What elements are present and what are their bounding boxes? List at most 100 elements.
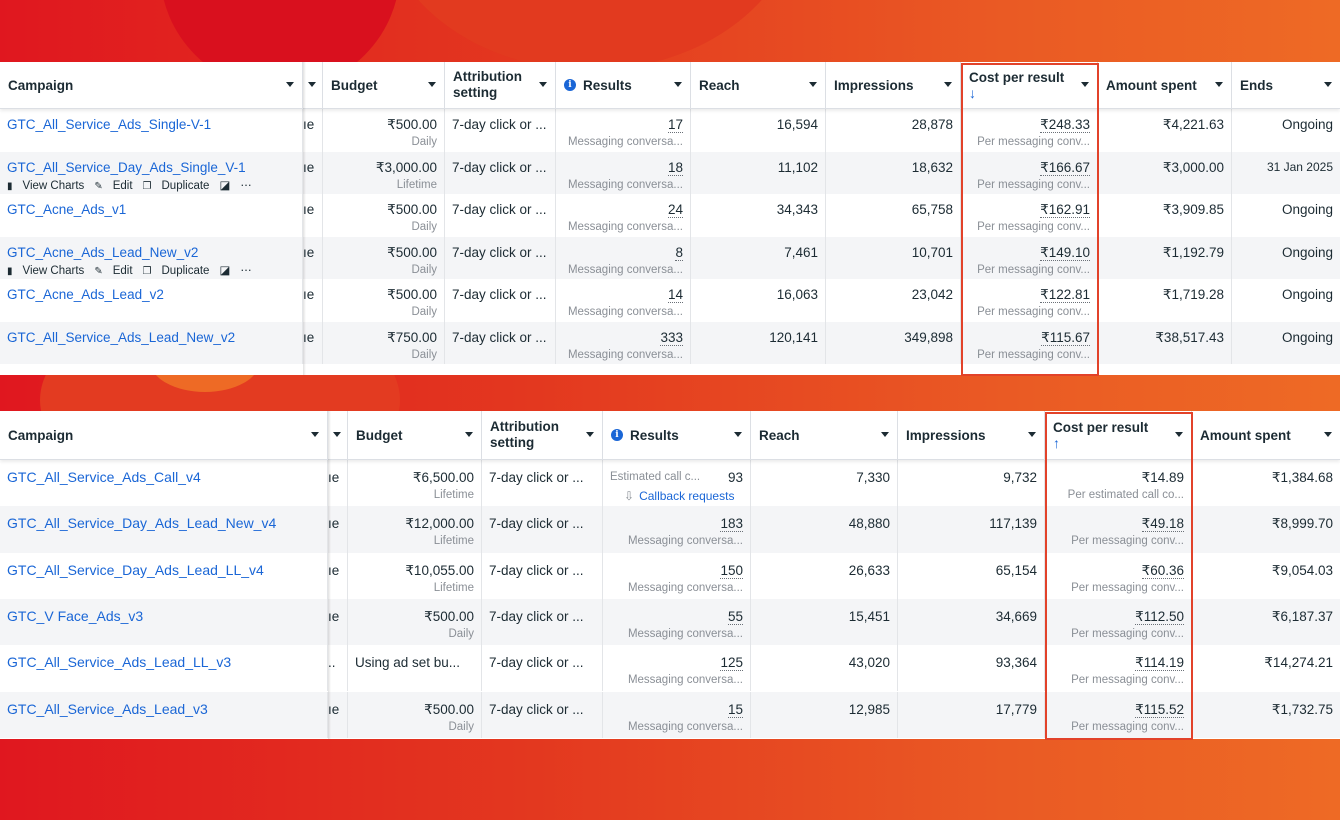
info-icon[interactable]: i xyxy=(564,79,576,91)
duplicate-action[interactable]: ❐ Duplicate xyxy=(143,180,210,192)
chevron-down-icon[interactable] xyxy=(333,432,341,437)
header-campaign[interactable]: Campaign xyxy=(0,62,303,108)
ab-test-icon[interactable]: ◪ xyxy=(219,179,231,192)
more-options-icon[interactable]: ⋯ xyxy=(240,264,252,277)
chevron-down-icon[interactable] xyxy=(1081,82,1089,87)
chevron-down-icon[interactable] xyxy=(1028,432,1036,437)
cell-value: Using ad set bu... xyxy=(355,654,474,671)
reach-value: 34,343 xyxy=(776,202,818,217)
header-reach[interactable]: Reach xyxy=(691,62,826,108)
header-attribution[interactable]: Attribution setting xyxy=(445,62,556,108)
cell-spent: ₹14,274.21 xyxy=(1192,645,1340,691)
view-charts-action[interactable]: ▮ View Charts xyxy=(7,265,84,277)
campaign-name-link[interactable]: GTC_All_Service_Ads_Call_v4 xyxy=(7,469,201,485)
chevron-down-icon[interactable] xyxy=(1215,82,1223,87)
chevron-down-icon[interactable] xyxy=(465,432,473,437)
header-budget[interactable]: Budget xyxy=(348,411,482,459)
campaign-name-link[interactable]: GTC_All_Service_Ads_Lead_New_v2 xyxy=(7,329,236,345)
sort-ascending-icon[interactable]: ↑ xyxy=(1053,435,1060,451)
chevron-down-icon[interactable] xyxy=(944,82,952,87)
cell-impressions: 28,878 xyxy=(826,109,961,152)
header-delivery[interactable] xyxy=(328,411,348,459)
cell-campaign[interactable]: GTC_All_Service_Day_Ads_Lead_New_v4 xyxy=(0,506,328,553)
cell-campaign[interactable]: GTC_All_Service_Ads_Lead_New_v2 xyxy=(0,321,303,364)
chevron-down-icon[interactable] xyxy=(539,82,547,87)
header-delivery[interactable] xyxy=(303,62,323,108)
header-ends[interactable]: Ends xyxy=(1232,62,1340,108)
budget-value: ₹10,055.00 xyxy=(405,562,474,578)
cell-campaign[interactable]: GTC_Acne_Ads_Lead_New_v2 ▮ View Charts ✎ Edi… xyxy=(0,236,303,279)
callback-requests-link[interactable]: ⇩ Callback requests xyxy=(610,489,743,503)
cell-campaign[interactable]: GTC_V Face_Ads_v3 xyxy=(0,598,328,646)
chevron-down-icon[interactable] xyxy=(286,82,294,87)
chevron-down-icon[interactable] xyxy=(734,432,742,437)
cell-ends: Ongoing xyxy=(1232,279,1340,322)
campaign-name-link[interactable]: GTC_All_Service_Day_Ads_Lead_New_v4 xyxy=(7,515,277,532)
campaign-name-link[interactable]: GTC_All_Service_Ads_Lead_v3 xyxy=(7,700,208,717)
view-charts-action[interactable]: ▮ View Charts xyxy=(7,180,84,192)
campaign-name-link[interactable]: GTC_Acne_Ads_v1 xyxy=(7,202,127,217)
cell-value: 16,594 xyxy=(698,116,818,133)
chevron-down-icon[interactable] xyxy=(1175,432,1183,437)
cell-delivery: ıe xyxy=(328,552,348,599)
cell-attribution: 7-day click or ... xyxy=(445,194,556,237)
campaign-name-link[interactable]: GTC_V Face_Ads_v3 xyxy=(7,607,144,624)
campaign-name-link[interactable]: GTC_All_Service_Ads_Single-V-1 xyxy=(7,117,212,132)
header-campaign[interactable]: Campaign xyxy=(0,411,328,459)
cell-campaign[interactable]: GTC_All_Service_Ads_Call_v4 xyxy=(0,460,328,507)
chevron-down-icon[interactable] xyxy=(1324,82,1332,87)
header-budget[interactable]: Budget xyxy=(323,62,445,108)
cell-value: 7-day click or ... xyxy=(452,201,548,218)
chevron-down-icon[interactable] xyxy=(311,432,319,437)
cell-campaign[interactable]: GTC_All_Service_Day_Ads_Lead_LL_v4 xyxy=(0,552,328,599)
cell-campaign[interactable]: GTC_Acne_Ads_Lead_v2 xyxy=(0,279,303,322)
header-impressions[interactable]: Impressions xyxy=(898,411,1045,459)
cell-campaign[interactable]: GTC_All_Service_Ads_Lead_LL_v3 xyxy=(0,645,328,692)
header-amount-spent[interactable]: Amount spent xyxy=(1098,62,1232,108)
cell-value: 7,461 xyxy=(698,244,818,261)
header-cost-per-result[interactable]: Cost per result ↓ xyxy=(961,62,1098,108)
cell-campaign[interactable]: GTC_Acne_Ads_v1 xyxy=(0,194,303,237)
info-icon[interactable]: i xyxy=(611,429,623,441)
header-results[interactable]: i Results xyxy=(556,62,691,108)
cell-reach: 34,343 xyxy=(691,194,826,237)
cell-campaign[interactable]: GTC_All_Service_Day_Ads_Single_V-1 ▮ View … xyxy=(0,151,303,194)
campaign-name-link[interactable]: GTC_All_Service_Ads_Lead_LL_v3 xyxy=(7,654,232,671)
edit-action[interactable]: ✎ Edit xyxy=(94,180,132,192)
chevron-down-icon[interactable] xyxy=(674,82,682,87)
chevron-down-icon[interactable] xyxy=(586,432,594,437)
sort-descending-icon[interactable]: ↓ xyxy=(969,85,976,101)
chevron-down-icon[interactable] xyxy=(809,82,817,87)
budget-value: ₹500.00 xyxy=(387,202,437,217)
cell-cost: ₹14.89 Per estimated call co... xyxy=(1045,460,1192,507)
chevron-down-icon[interactable] xyxy=(308,82,316,87)
header-impressions[interactable]: Impressions xyxy=(826,62,961,108)
ab-test-icon[interactable]: ◪ xyxy=(219,264,231,277)
header-results[interactable]: i Results xyxy=(603,411,751,459)
cell-impressions: 34,669 xyxy=(898,598,1045,646)
header-cost-per-result[interactable]: Cost per result ↑ xyxy=(1045,411,1192,459)
chevron-down-icon[interactable] xyxy=(1324,432,1332,437)
cell-impressions: 17,779 xyxy=(898,691,1045,738)
campaign-name-link[interactable]: GTC_All_Service_Day_Ads_Lead_LL_v4 xyxy=(7,561,264,578)
cell-value: ₹12,000.00 xyxy=(355,515,474,532)
cell-value: 7-day click or ... xyxy=(452,116,548,133)
chevron-down-icon[interactable] xyxy=(881,432,889,437)
chevron-down-icon[interactable] xyxy=(428,82,436,87)
more-options-icon[interactable]: ⋯ xyxy=(240,179,252,192)
cell-spent: ₹3,000.00 xyxy=(1098,151,1232,194)
header-attribution[interactable]: Attribution setting xyxy=(482,411,603,459)
cell-results: 8 Messaging conversa... xyxy=(556,236,691,279)
campaign-name-link[interactable]: GTC_Acne_Ads_Lead_New_v2 xyxy=(7,244,199,260)
cost-value: ₹112.50 xyxy=(1135,608,1184,625)
header-amount-spent[interactable]: Amount spent xyxy=(1192,411,1340,459)
frozen-column-divider xyxy=(303,62,306,375)
campaign-name-link[interactable]: GTC_All_Service_Day_Ads_Single_V-1 xyxy=(7,159,246,175)
cell-value: ıe xyxy=(303,329,322,346)
cell-campaign[interactable]: GTC_All_Service_Ads_Single-V-1 xyxy=(0,109,303,152)
campaign-name-link[interactable]: GTC_Acne_Ads_Lead_v2 xyxy=(7,287,164,302)
header-reach[interactable]: Reach xyxy=(751,411,898,459)
duplicate-action[interactable]: ❐ Duplicate xyxy=(143,265,210,277)
cell-campaign[interactable]: GTC_All_Service_Ads_Lead_v3 xyxy=(0,691,328,738)
edit-action[interactable]: ✎ Edit xyxy=(94,265,132,277)
